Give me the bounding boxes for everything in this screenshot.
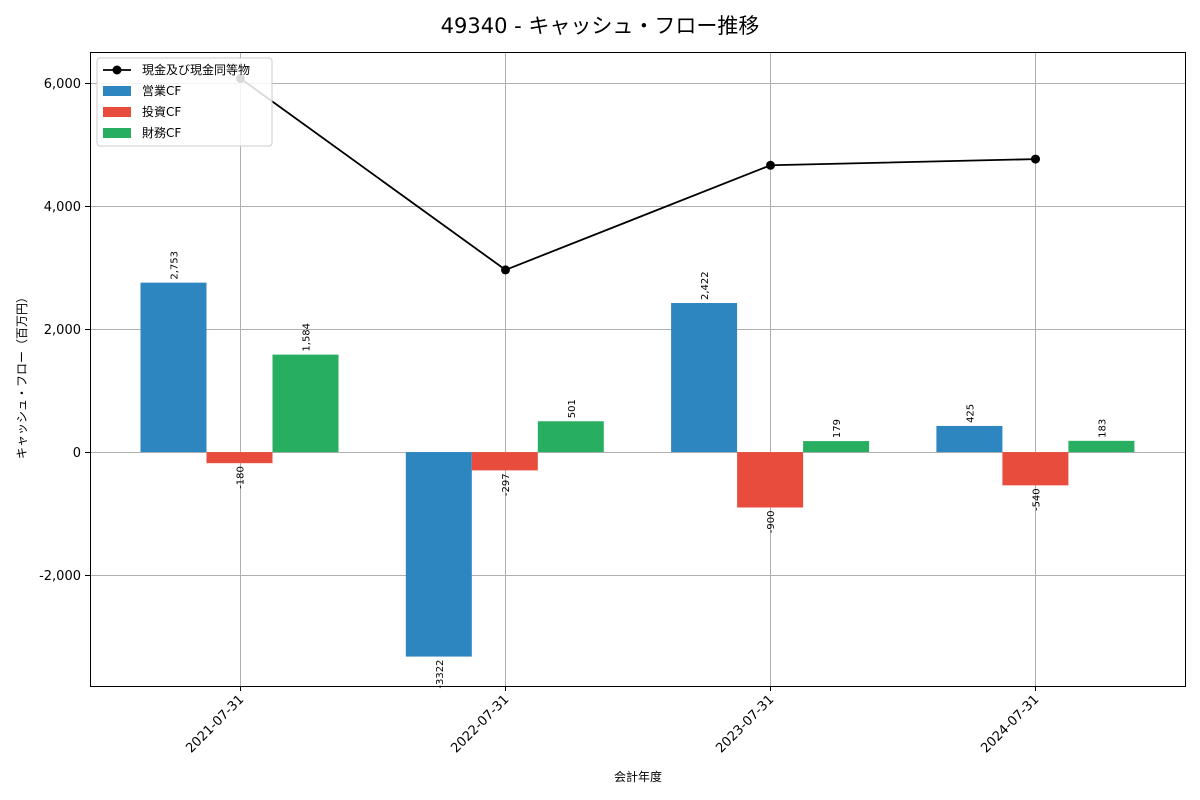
financing-cf-bar bbox=[803, 441, 870, 453]
bar-labels: 2,753 -3322 2,422 425 -180 -297 -900 -540 1,584 5… bbox=[170, 251, 1109, 689]
y-tick-label: 0 bbox=[73, 446, 81, 461]
operating-cf-value-label: 2,422 bbox=[700, 271, 711, 300]
operating-cf-bar bbox=[140, 282, 207, 453]
financing-cf-bar bbox=[537, 421, 604, 453]
investing-cf-value-label: -540 bbox=[1031, 488, 1042, 511]
legend-label-operating: 営業CF bbox=[142, 84, 181, 98]
cash-equivalents-point bbox=[1031, 154, 1040, 164]
financing-cf-bar bbox=[1068, 440, 1135, 453]
investing-cf-value-label: -900 bbox=[766, 510, 777, 533]
legend-swatch-investing bbox=[103, 107, 131, 117]
investing-cf-value-label: -180 bbox=[236, 466, 247, 489]
cash-equivalents-point bbox=[501, 265, 510, 275]
investing-cf-bar bbox=[737, 452, 804, 508]
operating-cf-bar bbox=[405, 452, 472, 657]
investing-cf-bar bbox=[206, 452, 273, 464]
y-tick-label: 4,000 bbox=[44, 200, 81, 215]
x-axis-label: 会計年度 bbox=[614, 769, 662, 784]
x-tick-label: 2022-07-31 bbox=[448, 692, 512, 756]
chart-title: 49340 - キャッシュ・フロー推移 bbox=[441, 14, 760, 38]
financing-cf-value-label: 1,584 bbox=[302, 323, 313, 352]
legend-swatch-operating bbox=[103, 86, 131, 96]
cash-equivalents-point bbox=[766, 160, 775, 170]
legend-line-label: 現金及び現金同等物 bbox=[142, 62, 250, 77]
financing-cf-bar bbox=[272, 354, 339, 453]
legend-label-financing: 財務CF bbox=[142, 125, 181, 140]
investing-cf-bar bbox=[1002, 452, 1069, 486]
financing-cf-value-label: 501 bbox=[567, 399, 578, 418]
bars bbox=[140, 282, 1135, 657]
investing-cf-bar bbox=[471, 452, 538, 471]
y-axis-label: キャッシュ・フロー（百万円） bbox=[15, 291, 29, 459]
financing-cf-value-label: 179 bbox=[832, 419, 843, 438]
y-tick-label: 2,000 bbox=[44, 323, 81, 338]
financing-cf-value-label: 183 bbox=[1097, 419, 1108, 438]
legend-line-marker bbox=[112, 65, 122, 75]
cash-equivalents-polyline bbox=[239, 77, 1036, 271]
operating-cf-bar bbox=[936, 425, 1003, 453]
x-tick-label: 2023-07-31 bbox=[713, 692, 777, 756]
y-tick-label: -2,000 bbox=[39, 569, 81, 584]
x-tick-label: 2021-07-31 bbox=[183, 692, 247, 756]
legend: 現金及び現金同等物 営業CF 投資CF 財務CF bbox=[96, 57, 273, 147]
operating-cf-value-label: -3322 bbox=[435, 660, 446, 689]
x-tick-label: 2024-07-31 bbox=[978, 692, 1042, 756]
legend-box bbox=[96, 57, 273, 147]
legend-swatch-financing bbox=[103, 128, 131, 138]
operating-cf-value-label: 2,753 bbox=[170, 251, 181, 280]
investing-cf-value-label: -297 bbox=[501, 473, 512, 496]
cash-equivalents-line bbox=[236, 73, 1040, 275]
operating-cf-value-label: 425 bbox=[965, 404, 976, 423]
y-tick-label: 6,000 bbox=[44, 77, 81, 92]
operating-cf-bar bbox=[671, 303, 738, 453]
grid-lines bbox=[90, 52, 1185, 686]
legend-label-investing: 投資CF bbox=[142, 104, 181, 119]
plot-area-frame bbox=[90, 52, 1186, 687]
